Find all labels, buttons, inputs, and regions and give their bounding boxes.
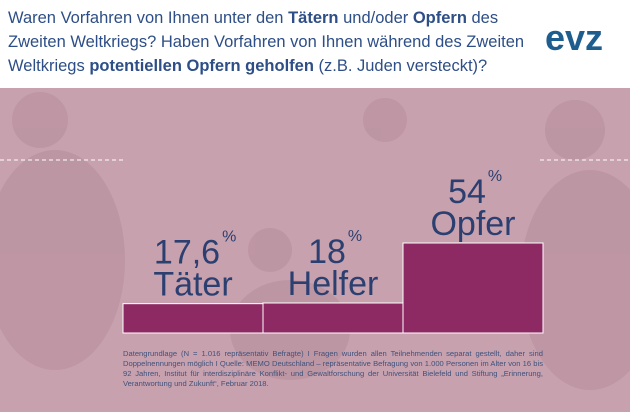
- value-unit: %: [222, 229, 236, 246]
- silhouettes: [0, 92, 630, 390]
- title-segment: Waren Vorfahren von Ihnen unter den: [8, 9, 289, 27]
- category-label: Täter: [153, 266, 232, 304]
- title-segment: Opfern: [412, 9, 467, 27]
- category-label: Helfer: [288, 265, 379, 303]
- value-unit: %: [488, 168, 502, 185]
- bar: [262, 302, 404, 334]
- value-label: 18: [308, 233, 346, 271]
- title-segment: und/oder: [338, 9, 413, 27]
- logo: evz: [545, 17, 603, 58]
- value-label: 17,6: [154, 234, 220, 272]
- footnote: Datengrundlage (N = 1.016 repräsentativ …: [123, 349, 543, 388]
- title-segment: Tätern: [288, 9, 339, 27]
- bar: [122, 303, 264, 334]
- bar: [402, 242, 544, 334]
- title-segment: potentiellen Opfern geholfen: [89, 57, 314, 75]
- title: Waren Vorfahren von Ihnen unter den Täte…: [8, 6, 528, 78]
- value-unit: %: [348, 228, 362, 245]
- category-label: Opfer: [430, 205, 515, 243]
- title-segment: (z.B. Juden versteckt)?: [313, 57, 488, 75]
- title-segment: des Zweiten Weltkriegs? Haben Vorfahren …: [8, 9, 525, 75]
- value-label: 54: [448, 173, 486, 211]
